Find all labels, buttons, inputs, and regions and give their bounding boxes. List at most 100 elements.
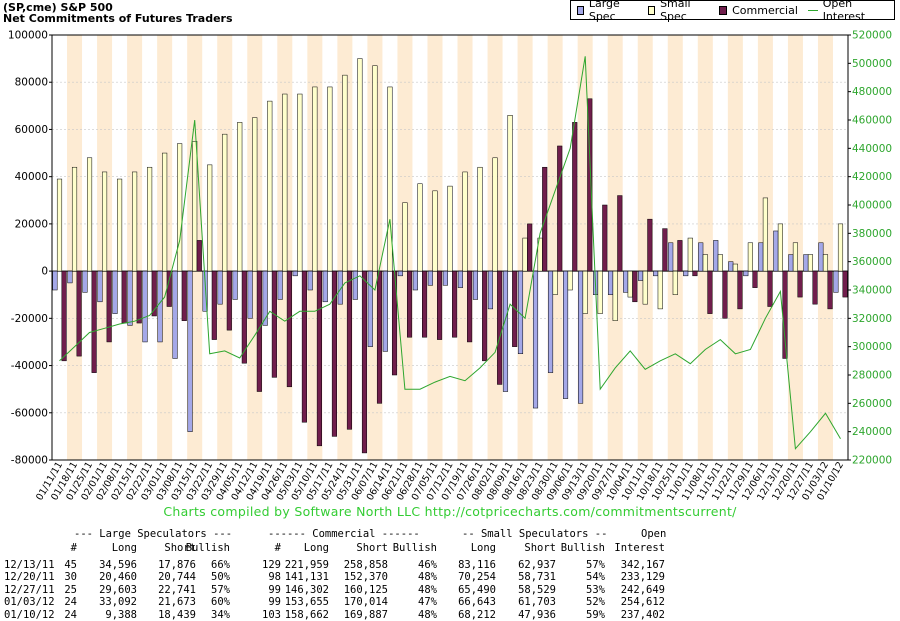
- y-right-tick-label: 400000: [852, 200, 892, 212]
- bar-commercial: [527, 223, 533, 272]
- y-right-tick-label: 280000: [852, 370, 892, 382]
- bar-commercial: [842, 270, 848, 298]
- table-cell-short2: 170,014: [343, 596, 388, 609]
- bar-large-spec: [337, 270, 343, 305]
- bar-small-spec: [447, 185, 453, 272]
- bar-small-spec: [86, 157, 93, 272]
- bar-small-spec: [777, 223, 783, 272]
- bar-small-spec: [237, 122, 243, 272]
- table-col-header-short1: Short: [164, 542, 196, 554]
- table-cell-bullish2: 48%: [418, 608, 437, 621]
- bar-commercial: [76, 270, 82, 357]
- bar-commercial: [376, 270, 383, 404]
- table-cell-short2: 152,370: [343, 571, 388, 584]
- bar-large-spec: [653, 270, 659, 277]
- line-open-interest: [59, 56, 841, 450]
- bar-commercial: [241, 270, 247, 364]
- bar-large-spec: [728, 261, 734, 272]
- y-left-tick-label: -20000: [11, 313, 48, 325]
- table-col-header-num1: #: [70, 542, 77, 554]
- bar-commercial: [587, 98, 593, 272]
- table-cell-num1: 24: [64, 608, 77, 621]
- bar-small-spec: [387, 86, 393, 272]
- table-group-open: Open: [641, 528, 667, 540]
- table-cell-num2: 99: [268, 596, 281, 609]
- table-cell-short1: 18,439: [158, 608, 196, 621]
- table-col-header-short3: Short: [524, 542, 556, 554]
- bar-large-spec: [247, 270, 253, 319]
- bar-large-spec: [698, 242, 704, 272]
- table-cell-short3: 47,936: [518, 608, 556, 621]
- bar-commercial: [166, 270, 172, 307]
- bar-commercial: [271, 270, 277, 378]
- band-37: [607, 35, 623, 460]
- table-group-large: --- Large Speculators ---: [74, 528, 233, 540]
- bar-commercial: [226, 270, 232, 331]
- legend-label-large-spec: Large Spec: [588, 0, 620, 23]
- bar-large-spec: [547, 270, 554, 373]
- table-col-header-long2: Long: [303, 542, 329, 554]
- bar-commercial: [557, 145, 563, 272]
- y-right-tick-label: 300000: [852, 341, 892, 353]
- bar-large-spec: [82, 270, 88, 293]
- y-right-tick-label: 420000: [852, 171, 892, 183]
- table-cell-oi: 342,167: [620, 559, 665, 571]
- bar-commercial: [647, 218, 653, 272]
- bar-small-spec: [717, 254, 723, 272]
- table-col-header-short2: Short: [356, 542, 388, 554]
- bar-large-spec: [52, 270, 58, 291]
- bar-commercial: [572, 122, 578, 272]
- table-cell-bullish2: 48%: [418, 583, 437, 596]
- bar-large-spec: [187, 270, 193, 432]
- bar-commercial: [452, 270, 458, 338]
- bar-small-spec: [672, 270, 678, 295]
- bar-small-spec: [507, 115, 513, 272]
- table-cell-long3: 65,490: [458, 583, 496, 596]
- bar-small-spec: [297, 93, 303, 272]
- bar-large-spec: [67, 270, 73, 284]
- bar-large-spec: [668, 242, 674, 272]
- y-left-tick-label: 80000: [15, 77, 48, 89]
- bar-small-spec: [792, 242, 798, 272]
- table-cell-bullish1: 60%: [211, 596, 230, 609]
- bar-small-spec: [222, 133, 228, 272]
- legend-label-open-interest: Open Interest: [822, 0, 866, 23]
- y-left-tick-label: 20000: [15, 218, 48, 230]
- bar-commercial: [677, 240, 683, 272]
- table-cell-bullish1: 34%: [211, 608, 230, 621]
- bar-small-spec: [627, 270, 633, 298]
- bar-commercial: [181, 270, 187, 321]
- bar-large-spec: [638, 270, 644, 281]
- bar-small-spec: [657, 270, 663, 310]
- bar-commercial: [782, 270, 788, 359]
- y-right-tick-label: 340000: [852, 285, 892, 297]
- bar-small-spec: [312, 86, 318, 272]
- table-cell-short2: 169,887: [343, 608, 388, 621]
- table-cell-bullish3: 52%: [586, 596, 605, 609]
- bar-small-spec: [522, 237, 528, 272]
- y-right-tick-label: 460000: [852, 115, 892, 127]
- bar-commercial: [467, 270, 473, 343]
- bar-large-spec: [608, 270, 614, 295]
- bar-commercial: [632, 270, 638, 303]
- bar-commercial: [151, 270, 157, 317]
- table-cell-date: 12/20/11: [4, 571, 55, 584]
- table-cell-num1: 45: [64, 559, 77, 571]
- bar-commercial: [301, 270, 307, 423]
- bar-large-spec: [457, 270, 463, 288]
- bar-large-spec: [472, 270, 478, 300]
- bar-small-spec: [492, 157, 498, 272]
- table-col-header-num2: #: [274, 542, 281, 554]
- bar-large-spec: [743, 270, 749, 277]
- table-cell-long3: 70,254: [458, 571, 496, 584]
- table-cell-num2: 98: [268, 571, 281, 584]
- bar-large-spec: [157, 270, 163, 343]
- bar-small-spec: [132, 171, 138, 272]
- y-left-tick-label: 40000: [15, 171, 48, 183]
- table-cell-num2: 103: [262, 608, 281, 621]
- bar-commercial: [602, 204, 608, 272]
- y-right-tick-label: 500000: [852, 58, 892, 70]
- table-cell-long3: 66,643: [458, 596, 496, 609]
- table-col-header-long3: Long: [470, 542, 496, 554]
- table-cell-num2: 99: [268, 583, 281, 596]
